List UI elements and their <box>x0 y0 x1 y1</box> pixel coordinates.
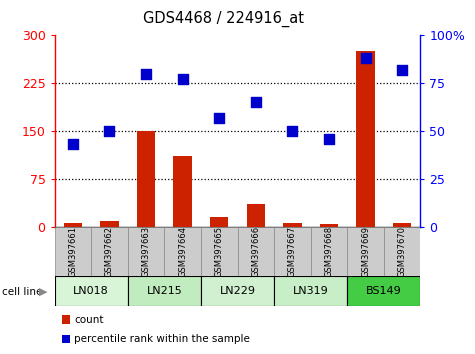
Text: GSM397666: GSM397666 <box>251 226 260 277</box>
Point <box>362 56 370 61</box>
Bar <box>393 223 411 227</box>
Bar <box>283 223 302 227</box>
FancyBboxPatch shape <box>384 227 420 276</box>
Text: cell line: cell line <box>2 287 43 297</box>
Text: GSM397661: GSM397661 <box>68 226 77 277</box>
Point <box>398 67 406 73</box>
FancyBboxPatch shape <box>274 276 347 306</box>
Text: GSM397664: GSM397664 <box>178 226 187 277</box>
Text: GSM397670: GSM397670 <box>398 226 407 277</box>
FancyBboxPatch shape <box>164 227 201 276</box>
Bar <box>320 224 338 227</box>
Text: LN319: LN319 <box>293 286 329 296</box>
Bar <box>100 222 119 227</box>
Text: percentile rank within the sample: percentile rank within the sample <box>74 334 250 344</box>
Bar <box>210 217 228 227</box>
FancyBboxPatch shape <box>201 276 274 306</box>
Bar <box>356 51 375 227</box>
Point <box>325 136 332 142</box>
FancyBboxPatch shape <box>238 227 274 276</box>
FancyBboxPatch shape <box>128 227 164 276</box>
FancyBboxPatch shape <box>347 276 420 306</box>
Text: ▶: ▶ <box>39 287 48 297</box>
Text: LN215: LN215 <box>146 286 182 296</box>
Point <box>179 76 186 82</box>
Text: GSM397665: GSM397665 <box>215 226 224 277</box>
Text: GDS4468 / 224916_at: GDS4468 / 224916_at <box>143 11 304 27</box>
Point <box>216 115 223 120</box>
FancyBboxPatch shape <box>311 227 347 276</box>
Text: count: count <box>74 315 104 325</box>
Point <box>289 128 296 134</box>
Text: GSM397667: GSM397667 <box>288 226 297 277</box>
Text: GSM397669: GSM397669 <box>361 226 370 277</box>
Text: GSM397668: GSM397668 <box>324 226 333 277</box>
Bar <box>64 223 82 227</box>
FancyBboxPatch shape <box>91 227 128 276</box>
Point <box>69 142 77 147</box>
Text: GSM397662: GSM397662 <box>105 226 114 277</box>
FancyBboxPatch shape <box>347 227 384 276</box>
Point <box>142 71 150 76</box>
Bar <box>247 204 265 227</box>
FancyBboxPatch shape <box>55 227 91 276</box>
FancyBboxPatch shape <box>128 276 201 306</box>
FancyBboxPatch shape <box>201 227 238 276</box>
Text: GSM397663: GSM397663 <box>142 226 151 277</box>
Text: LN018: LN018 <box>73 286 109 296</box>
Bar <box>173 156 192 227</box>
Text: BS149: BS149 <box>366 286 402 296</box>
Bar <box>137 131 155 227</box>
Point <box>105 128 113 134</box>
Text: LN229: LN229 <box>219 286 256 296</box>
FancyBboxPatch shape <box>55 276 128 306</box>
Point <box>252 99 259 105</box>
FancyBboxPatch shape <box>274 227 311 276</box>
